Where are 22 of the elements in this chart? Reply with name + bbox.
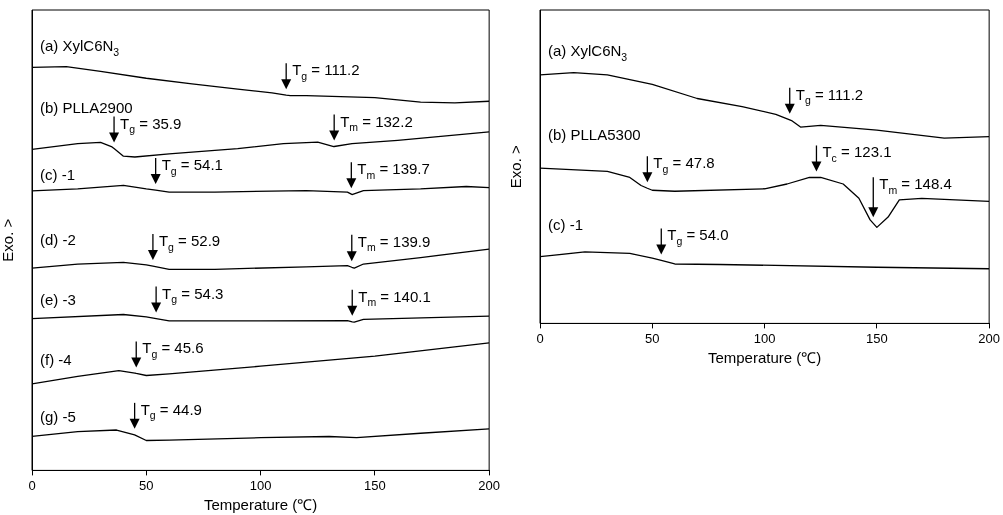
- series-label: (g) -5: [40, 408, 76, 426]
- x-tick-label: 200: [978, 330, 1001, 346]
- x-tick-label: 200: [478, 477, 501, 493]
- x-tick-label: 100: [753, 330, 776, 346]
- y-axis-title: Exo. >: [507, 144, 525, 189]
- series-label: (c) -1: [40, 166, 75, 184]
- x-tick-label: 50: [645, 330, 660, 346]
- y-axis-title: Exo. >: [0, 218, 17, 262]
- series-label: (b) PLLA5300: [548, 125, 641, 143]
- x-tick-label: 100: [249, 477, 272, 493]
- series-label: (f) -4: [40, 351, 72, 369]
- x-axis-title: Temperature (℃): [707, 349, 822, 367]
- x-tick-label: 0: [536, 330, 544, 346]
- series-label: (c) -1: [548, 215, 583, 233]
- series-label: (e) -3: [40, 290, 76, 308]
- x-tick-label: 150: [364, 477, 386, 493]
- series-label: (d) -2: [40, 231, 76, 249]
- x-tick-label: 50: [139, 477, 154, 493]
- x-axis-title: Temperature (℃): [203, 496, 318, 514]
- text: (b) PLLA2900: [40, 98, 133, 116]
- x-tick-label: 150: [866, 330, 888, 346]
- x-tick-label: 0: [28, 477, 36, 493]
